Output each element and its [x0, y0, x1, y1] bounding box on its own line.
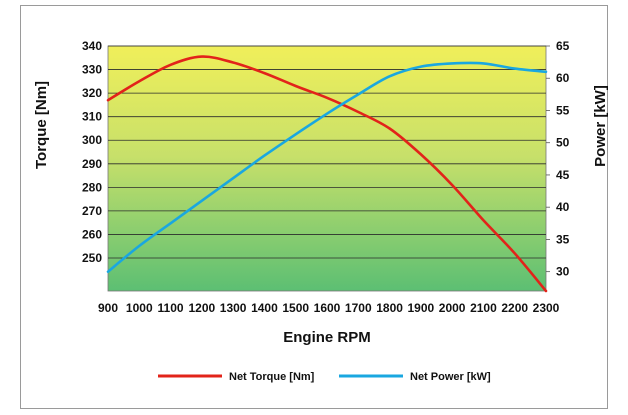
gridlines [108, 45, 546, 259]
x-tick-label: 1100 [158, 301, 184, 315]
right-tick-label: 35 [556, 232, 570, 246]
x-tick-label: 2000 [439, 301, 466, 315]
series-lines [106, 55, 548, 293]
x-tick-label: 1700 [345, 301, 372, 315]
legend: Net Torque [Nm] Net Power [kW] [158, 371, 491, 383]
left-tick-label: 340 [82, 39, 102, 53]
x-tick-label: 1800 [376, 301, 403, 315]
right-y-axis-ticks: 30 35 40 45 50 55 60 65 [546, 39, 570, 279]
left-tick-label: 320 [82, 86, 102, 100]
x-tick-label: 2100 [470, 301, 497, 315]
x-tick-label: 1400 [251, 301, 278, 315]
left-tick-label: 270 [82, 204, 102, 218]
right-tick-label: 45 [556, 168, 570, 182]
left-tick-label: 290 [82, 157, 102, 171]
x-tick-label: 1000 [126, 301, 153, 315]
torque-line [106, 55, 548, 293]
right-tick-label: 65 [556, 39, 570, 53]
x-tick-label: 1200 [189, 301, 216, 315]
left-y-axis-title: Torque [Nm] [33, 81, 50, 169]
x-tick-label: 2300 [533, 301, 560, 315]
left-tick-label: 310 [82, 110, 102, 124]
x-tick-label: 1300 [220, 301, 247, 315]
legend-label-power: Net Power [kW] [410, 371, 491, 383]
x-tick-label: 2200 [501, 301, 528, 315]
left-y-axis-ticks: 250 260 270 280 290 300 310 320 330 340 [82, 39, 102, 265]
left-tick-label: 250 [82, 251, 102, 265]
plot-area [107, 45, 547, 292]
right-tick-label: 50 [556, 136, 570, 150]
left-tick-label: 260 [82, 227, 102, 241]
x-axis-title: Engine RPM [283, 329, 371, 346]
left-tick-label: 280 [82, 180, 102, 194]
x-tick-label: 1900 [408, 301, 435, 315]
legend-label-torque: Net Torque [Nm] [229, 371, 315, 383]
x-tick-label: 1500 [282, 301, 309, 315]
x-tick-label: 900 [98, 301, 118, 315]
left-tick-label: 330 [82, 63, 102, 77]
right-tick-label: 40 [556, 200, 570, 214]
left-tick-label: 300 [82, 133, 102, 147]
power-line [106, 61, 548, 273]
x-axis-ticks: 900 1000 1100 1200 1300 1400 1500 1600 1700 1800 1… [98, 301, 560, 315]
x-tick-label: 1600 [314, 301, 341, 315]
right-tick-label: 30 [556, 265, 570, 279]
right-tick-label: 55 [556, 103, 570, 117]
right-y-axis-title: Power [kW] [592, 85, 609, 167]
right-tick-label: 60 [556, 71, 570, 85]
